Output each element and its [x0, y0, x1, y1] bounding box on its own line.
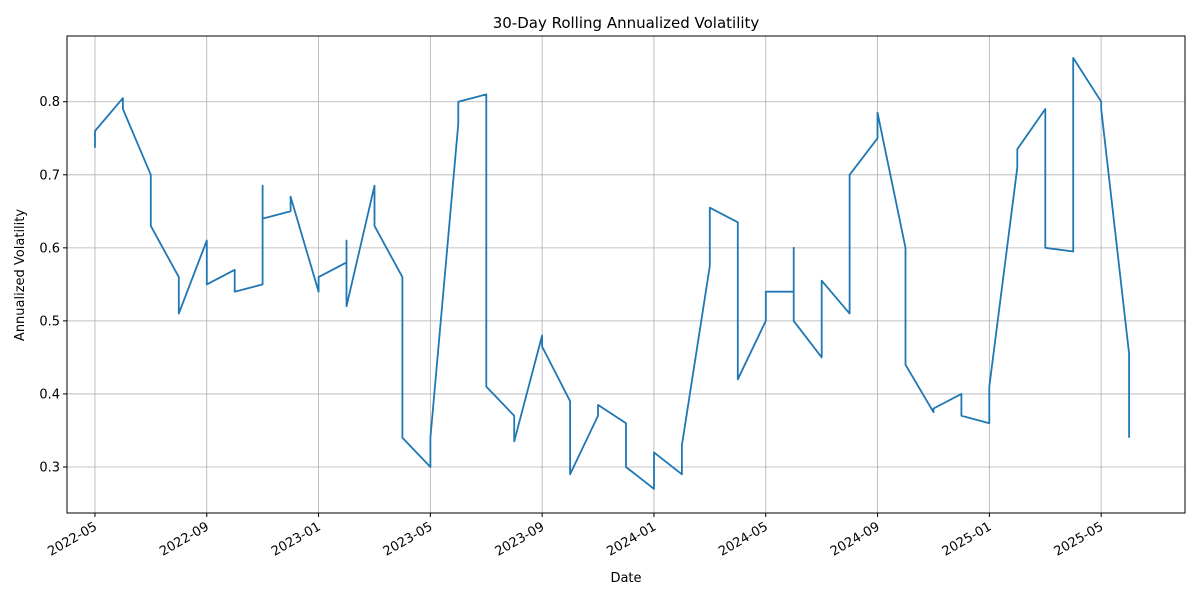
- y-tick-label: 0.6: [39, 241, 60, 256]
- data-line: [94, 57, 1130, 490]
- x-axis-label: Date: [610, 571, 641, 586]
- y-tick-label: 0.8: [39, 95, 60, 110]
- y-tick-label: 0.7: [39, 168, 60, 183]
- plot-frame: [66, 35, 1186, 514]
- y-tick-label: 0.5: [39, 314, 60, 329]
- chart-title: 30-Day Rolling Annualized Volatility: [493, 14, 760, 32]
- y-tick-label: 0.4: [39, 387, 60, 402]
- y-tick-label: 0.3: [39, 460, 60, 475]
- y-axis-label: Annualized Volatility: [13, 209, 28, 341]
